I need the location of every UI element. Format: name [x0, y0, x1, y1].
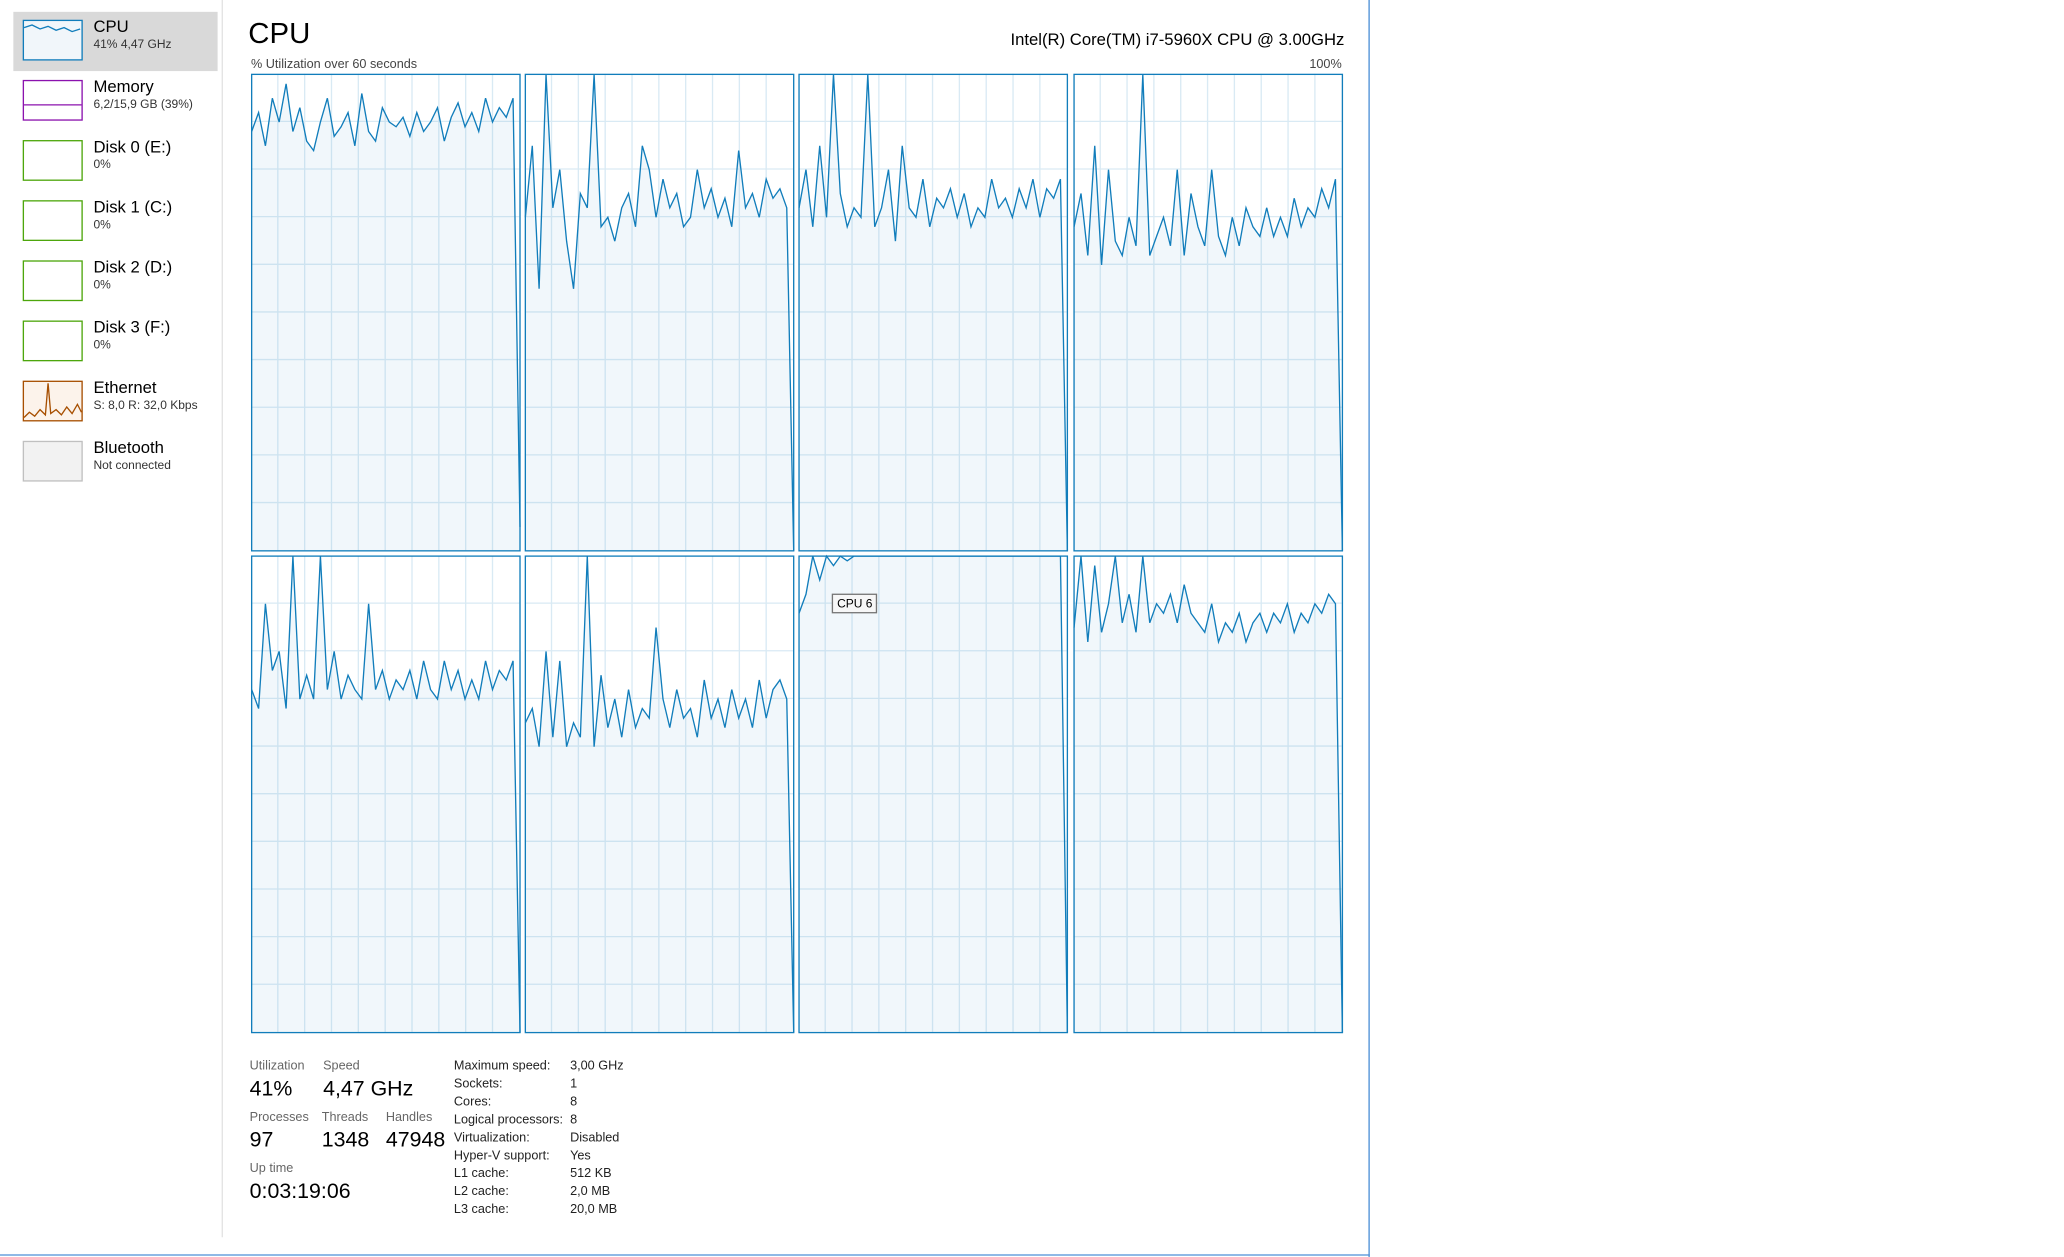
detail-value: 512 KB — [570, 1166, 612, 1180]
item-detail: 6,2/15,9 GB (39%) — [93, 97, 192, 111]
stat-value: 4,47 GHz — [323, 1078, 413, 1101]
stat-label: Up time — [250, 1161, 294, 1175]
detail-label: Virtualization: — [454, 1130, 530, 1144]
graph-border — [1073, 555, 1344, 1034]
sidebar-item[interactable]: Disk 2 (D:)0% — [22, 258, 172, 302]
thumbnail — [22, 200, 83, 242]
detail-label: Logical processors: — [454, 1112, 563, 1126]
item-detail: 0% — [93, 338, 111, 352]
cpu-area — [1074, 556, 1343, 1033]
item-name: Disk 3 (F:) — [93, 318, 170, 337]
stat-value: 1348 — [322, 1129, 370, 1152]
cpu-area — [251, 83, 521, 551]
graph-label: % Utilization over 60 seconds — [251, 57, 417, 71]
stat-value: 41% — [250, 1078, 293, 1101]
item-name: Ethernet — [93, 378, 156, 397]
cpu-area — [525, 74, 794, 551]
cpu-line — [524, 556, 795, 1033]
cpu-area — [799, 74, 1068, 551]
cpu-line — [1073, 74, 1344, 551]
item-name: Disk 0 (E:) — [93, 137, 171, 156]
item-name: Bluetooth — [93, 438, 163, 457]
cpu-line — [251, 556, 521, 1033]
stat-label: Processes — [250, 1110, 309, 1124]
sidebar-item[interactable]: Disk 1 (C:)0% — [22, 198, 172, 242]
sidebar-item[interactable]: Disk 3 (F:)0% — [22, 318, 170, 362]
item-name: Disk 1 (C:) — [93, 198, 172, 217]
detail-label: L3 cache: — [454, 1202, 509, 1216]
detail-label: L1 cache: — [454, 1166, 509, 1180]
detail-label: Cores: — [454, 1094, 491, 1108]
detail-value: 8 — [570, 1094, 577, 1108]
cpu-area — [799, 556, 1068, 1033]
cpu-area — [525, 556, 794, 1033]
thumbnail-line — [23, 24, 81, 33]
thumbnail — [22, 440, 83, 482]
thumbnail — [22, 19, 83, 61]
detail-value: 8 — [570, 1112, 577, 1126]
graph-border — [250, 73, 521, 552]
graph-border — [524, 555, 795, 1034]
item-name: Memory — [93, 77, 154, 96]
item-detail: S: 8,0 R: 32,0 Kbps — [93, 398, 197, 412]
cpu-line — [524, 74, 795, 551]
thumbnail — [22, 140, 83, 181]
item-detail: 0% — [93, 157, 111, 171]
detail-value: Yes — [570, 1148, 591, 1162]
processor-name: Intel(R) Core(TM) i7-5960X CPU @ 3.00GHz — [1010, 30, 1344, 49]
graph-border — [798, 555, 1069, 1034]
tooltip: CPU 6 — [831, 593, 878, 614]
page-title: CPU — [248, 18, 310, 50]
stat-value: 97 — [250, 1129, 274, 1152]
detail-value: 3,00 GHz — [570, 1059, 624, 1073]
cpu-area — [251, 556, 521, 1033]
detail-value: 2,0 MB — [570, 1184, 610, 1198]
detail-label: Sockets: — [454, 1076, 503, 1090]
tooltip-box — [831, 593, 878, 614]
tooltip-text: CPU 6 — [837, 596, 873, 610]
stats: Utilization 41% Speed 4,47 GHz Processes 97 Th… — [250, 1059, 624, 1217]
item-name: CPU — [93, 17, 128, 36]
stat-label: Threads — [322, 1110, 368, 1124]
detail-value: Disabled — [570, 1130, 619, 1144]
detail-label: Hyper-V support: — [454, 1148, 550, 1162]
stat-label: Speed — [323, 1059, 360, 1073]
item-detail: Not connected — [93, 458, 170, 472]
thumbnail-line — [23, 383, 83, 418]
item-detail: 0% — [93, 217, 111, 231]
thumbnail — [22, 320, 83, 362]
thumbnail — [22, 79, 83, 121]
item-detail: 0% — [93, 278, 111, 292]
detail-label: Maximum speed: — [454, 1059, 550, 1073]
detail-label: L2 cache: — [454, 1184, 509, 1198]
stat-value: 0:03:19:06 — [250, 1180, 351, 1203]
cpu-graphs: CPU 6 — [250, 73, 1344, 1034]
cpu-area — [1074, 74, 1343, 551]
cpu-line — [1073, 556, 1344, 1033]
cpu-line — [798, 74, 1069, 551]
detail-value: 1 — [570, 1076, 577, 1090]
sidebar-item[interactable]: Disk 0 (E:)0% — [22, 137, 171, 181]
graph-border — [798, 73, 1069, 552]
item-detail: 41% 4,47 GHz — [93, 37, 171, 51]
graph-border — [524, 73, 795, 552]
item-name: Disk 2 (D:) — [93, 258, 172, 277]
stat-value: 47948 — [386, 1129, 445, 1152]
detail-value: 20,0 MB — [570, 1202, 617, 1216]
graph-border — [1073, 73, 1344, 552]
stat-label: Handles — [386, 1110, 432, 1124]
stat-label: Utilization — [250, 1059, 305, 1073]
graph-border — [250, 555, 521, 1034]
cpu-line — [251, 83, 521, 528]
thumbnail — [22, 260, 83, 302]
graph-max: 100% — [1309, 57, 1341, 71]
